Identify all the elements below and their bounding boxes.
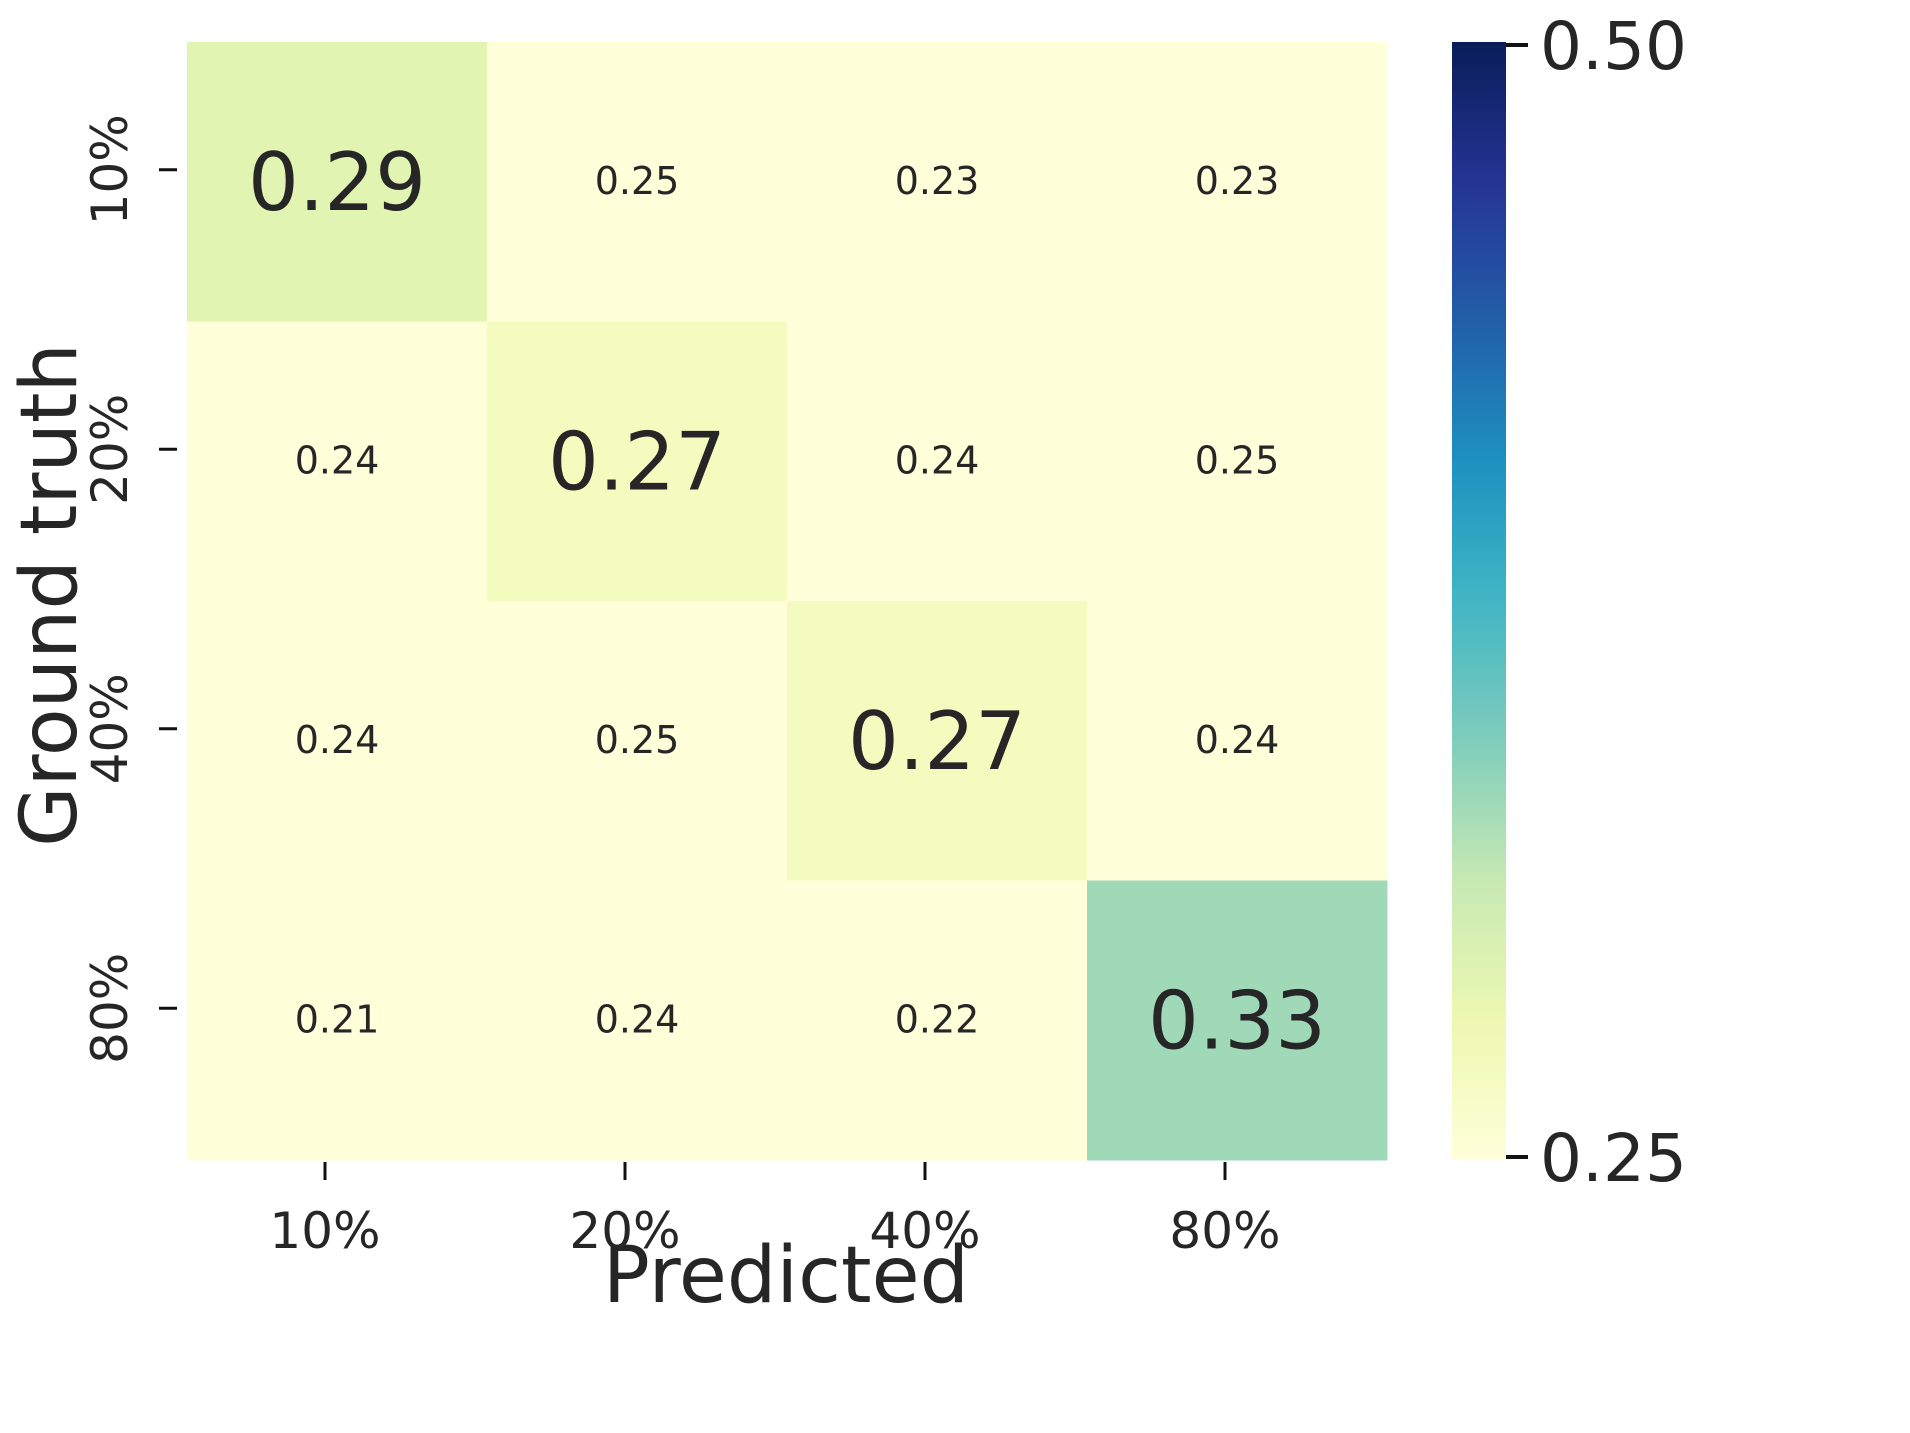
cell-value-label-r3-c3: 0.33 [1148,974,1326,1067]
cell-value-label-r0-c3: 0.23 [1195,159,1280,203]
colorbar-tick-label: 0.50 [1540,8,1687,85]
y-axis-ticks: 10% 20% 40% 80% [81,114,177,1064]
heatmap-cell-r0-c1 [487,42,788,322]
heatmap-cell-r3-c0 [187,880,488,1161]
heatmap-value-labels: 0.29 0.25 0.23 0.23 0.24 0.27 0.24 0.25 0.24 0.25… [248,136,1326,1068]
x-tick-label: 80% [1169,1202,1280,1260]
heatmap-cell-r1-c2 [787,321,1088,602]
cell-value-label-r1-c1: 0.27 [548,415,726,508]
cell-value-label-r2-c3: 0.24 [1195,718,1280,762]
cell-value-label-r1-c3: 0.25 [1195,438,1280,482]
heatmap-cell-r0-c2 [787,42,1088,322]
heatmap-cell-r3-c3 [1087,880,1388,1161]
cell-value-label-r0-c1: 0.25 [595,159,680,203]
cell-value-label-r1-c0: 0.24 [295,438,380,482]
heatmap-cell-r2-c3 [1087,601,1388,881]
heatmap-cells [187,42,1388,1161]
y-tick-label: 40% [81,673,139,784]
heatmap-cell-r1-c0 [187,321,488,602]
heatmap-cell-r0-c0 [187,42,488,322]
heatmap-cell-r2-c1 [487,601,788,881]
cell-value-label-r3-c2: 0.22 [895,997,980,1041]
x-axis-title: Predicted [603,1231,969,1321]
cell-value-label-r3-c0: 0.21 [295,997,380,1041]
heatmap-cell-r3-c2 [787,880,1088,1161]
x-tick-label: 20% [569,1202,680,1260]
heatmap-cell-r0-c3 [1087,42,1388,322]
heatmap-cell-r2-c2 [787,601,1088,881]
y-tick-label: 80% [81,953,139,1064]
x-tick-label: 10% [269,1202,380,1260]
y-tick-label: 10% [81,114,139,225]
cell-value-label-r1-c2: 0.24 [895,438,980,482]
y-tick-label: 20% [81,394,139,505]
colorbar-tick-label: 0.25 [1540,1120,1687,1197]
cell-value-label-r0-c0: 0.29 [248,136,426,229]
heatmap-cell-r3-c1 [487,880,788,1161]
cell-value-label-r3-c1: 0.24 [595,997,680,1041]
x-axis-ticks: 10% 20% 40% 80% [269,1162,1281,1260]
cell-value-label-r2-c2: 0.27 [848,695,1026,788]
heatmap-cell-r1-c3 [1087,321,1388,602]
x-tick-label: 40% [869,1202,980,1260]
heatmap-cell-r1-c1 [487,321,788,602]
y-axis-title: Ground truth [5,343,95,847]
heatmap-cell-r2-c0 [187,601,488,881]
cell-value-label-r0-c2: 0.23 [895,159,980,203]
cell-value-label-r2-c1: 0.25 [595,718,680,762]
colorbar [1452,42,1506,1160]
colorbar-ticks: 0.50 0.25 [1506,8,1687,1197]
cell-value-label-r2-c0: 0.24 [295,718,380,762]
